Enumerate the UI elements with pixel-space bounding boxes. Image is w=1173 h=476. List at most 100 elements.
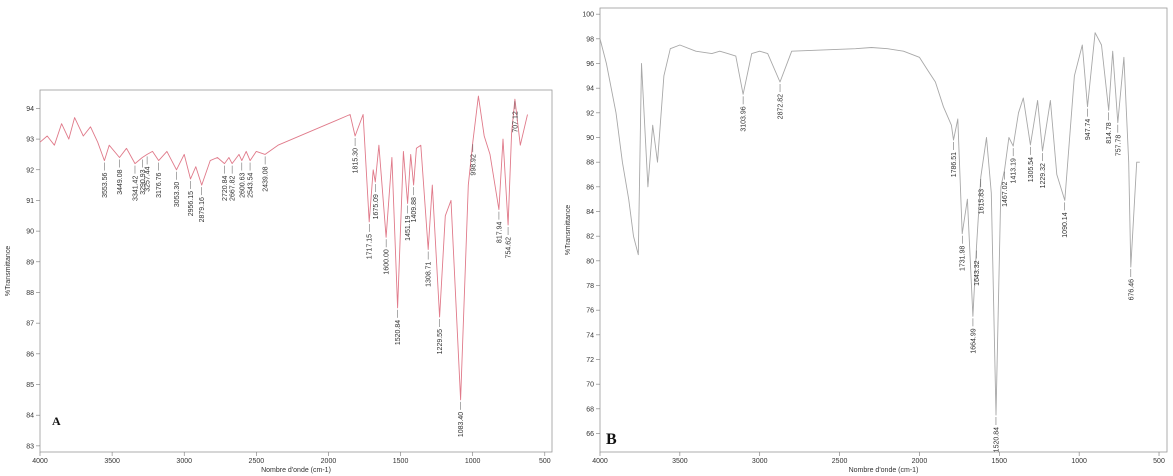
- x-tick-label: 1500: [992, 458, 1008, 465]
- peak-label: 2667.82: [230, 176, 237, 201]
- peak-label: 757.78: [1115, 135, 1122, 157]
- x-tick-label: 2000: [321, 458, 337, 465]
- x-tick-label: 1500: [393, 458, 409, 465]
- y-tick-label: 68: [586, 406, 594, 413]
- peak-label: 1615.83: [978, 189, 985, 214]
- y-tick-label: 84: [586, 209, 594, 216]
- y-tick-label: 86: [586, 184, 594, 191]
- y-tick-label: 93: [26, 137, 34, 144]
- x-tick-label: 500: [539, 458, 551, 465]
- y-tick-label: 94: [26, 106, 34, 113]
- peak-label: 1731.98: [960, 246, 967, 271]
- peak-label: 1409.88: [411, 197, 418, 222]
- peak-label: 1643.32: [974, 260, 981, 285]
- x-tick-label: 2500: [832, 458, 848, 465]
- peak-label: 1664.99: [970, 328, 977, 353]
- y-axis-title: %Transmittance: [5, 246, 12, 296]
- x-tick-label: 2000: [912, 458, 928, 465]
- peak-label: 2543.54: [248, 172, 255, 197]
- peak-label: 1451.19: [405, 215, 412, 240]
- peak-label: 3449.08: [117, 169, 124, 194]
- y-tick-label: 89: [26, 259, 34, 266]
- peak-label: 3257.44: [145, 166, 152, 191]
- peak-label: 947.74: [1085, 119, 1092, 141]
- peak-label: 2872.82: [778, 94, 785, 119]
- x-tick-label: 3500: [104, 458, 120, 465]
- plot-frame: [599, 7, 1168, 453]
- x-tick-label: 3500: [672, 458, 688, 465]
- peak-label: 2600.63: [239, 172, 246, 197]
- peak-label: 3341.42: [132, 176, 139, 201]
- peak-label: 1786.51: [951, 152, 958, 177]
- y-tick-label: 85: [26, 382, 34, 389]
- peak-label: 1520.84: [395, 320, 402, 345]
- y-tick-label: 96: [586, 61, 594, 68]
- peak-label: 3290.93: [140, 169, 147, 194]
- y-tick-label: 92: [586, 110, 594, 117]
- peak-label: 1090.14: [1062, 212, 1069, 237]
- peak-label: 754.62: [506, 237, 513, 259]
- peak-label: 3553.56: [102, 172, 109, 197]
- peak-label: 707.12: [512, 111, 519, 133]
- peak-label: 814.78: [1106, 122, 1113, 144]
- peak-label: 3176.76: [156, 172, 163, 197]
- y-tick-label: 72: [586, 357, 594, 364]
- y-tick-label: 84: [26, 413, 34, 420]
- y-tick-label: 98: [586, 36, 594, 43]
- x-tick-label: 1000: [1071, 458, 1087, 465]
- x-tick-label: 4000: [592, 458, 608, 465]
- peak-label: 676.46: [1128, 279, 1135, 301]
- plot-frame: [39, 89, 553, 453]
- peak-label: 1675.09: [373, 194, 380, 219]
- y-tick-label: 87: [26, 321, 34, 328]
- peak-label: 1305.54: [1028, 157, 1035, 182]
- peak-label: 2439.08: [263, 166, 270, 191]
- peak-label: 1467.02: [1002, 181, 1009, 206]
- y-tick-label: 92: [26, 167, 34, 174]
- y-tick-label: 91: [26, 198, 34, 205]
- peak-label: 1815.30: [353, 148, 360, 173]
- x-tick-label: 4000: [32, 458, 48, 465]
- peak-label: 3053.30: [174, 182, 181, 207]
- x-axis-title: Nombre d'onde (cm-1): [261, 467, 331, 474]
- peak-label: 1717.15: [367, 234, 374, 259]
- peak-label: 1413.19: [1011, 158, 1018, 183]
- x-axis-title: Nombre d'onde (cm-1): [849, 467, 919, 474]
- y-tick-label: 80: [586, 258, 594, 265]
- peak-label: 817.94: [496, 222, 503, 244]
- spectrum-line: [39, 95, 528, 401]
- y-tick-label: 78: [586, 283, 594, 290]
- spectrum-panel-a: 4000 3500 3000 2500 2000 1500 1000 500 83 84 85 86 8…: [5, 89, 553, 474]
- peak-label: 1520.84: [993, 427, 1000, 452]
- y-tick-label: 82: [586, 234, 594, 241]
- y-tick-label: 90: [26, 229, 34, 236]
- y-tick-label: 70: [586, 382, 594, 389]
- peak-label: 2956.15: [188, 191, 195, 216]
- x-tick-label: 500: [1153, 458, 1165, 465]
- panel-letter: B: [606, 431, 617, 448]
- y-tick-label: 74: [586, 332, 594, 339]
- y-tick-label: 94: [586, 86, 594, 93]
- peak-label: 1308.71: [426, 261, 433, 286]
- spectrum-line: [599, 32, 1140, 416]
- peak-label: 998.92: [470, 154, 477, 176]
- peak-label: 1600.00: [384, 249, 391, 274]
- y-tick-label: 76: [586, 308, 594, 315]
- x-tick-label: 2500: [249, 458, 265, 465]
- peak-label: 1083.40: [458, 412, 465, 437]
- x-tick-label: 1000: [465, 458, 481, 465]
- y-tick-label: 86: [26, 351, 34, 358]
- peak-label: 2720.84: [222, 176, 229, 201]
- panel-letter: A: [52, 414, 61, 428]
- peak-label: 1229.55: [437, 329, 444, 354]
- y-tick-label: 66: [586, 431, 594, 438]
- y-tick-label: 90: [586, 135, 594, 142]
- y-axis-title: %Transmittance: [565, 205, 572, 255]
- y-tick-label: 88: [26, 290, 34, 297]
- spectrum-panel-b: 4000 3500 3000 2500 2000 1500 1000 500 66 68 70 72 7…: [565, 7, 1168, 474]
- peak-label: 3103.96: [741, 106, 748, 131]
- y-tick-label: 88: [586, 160, 594, 167]
- y-tick-label: 83: [26, 443, 34, 450]
- x-tick-label: 3000: [752, 458, 768, 465]
